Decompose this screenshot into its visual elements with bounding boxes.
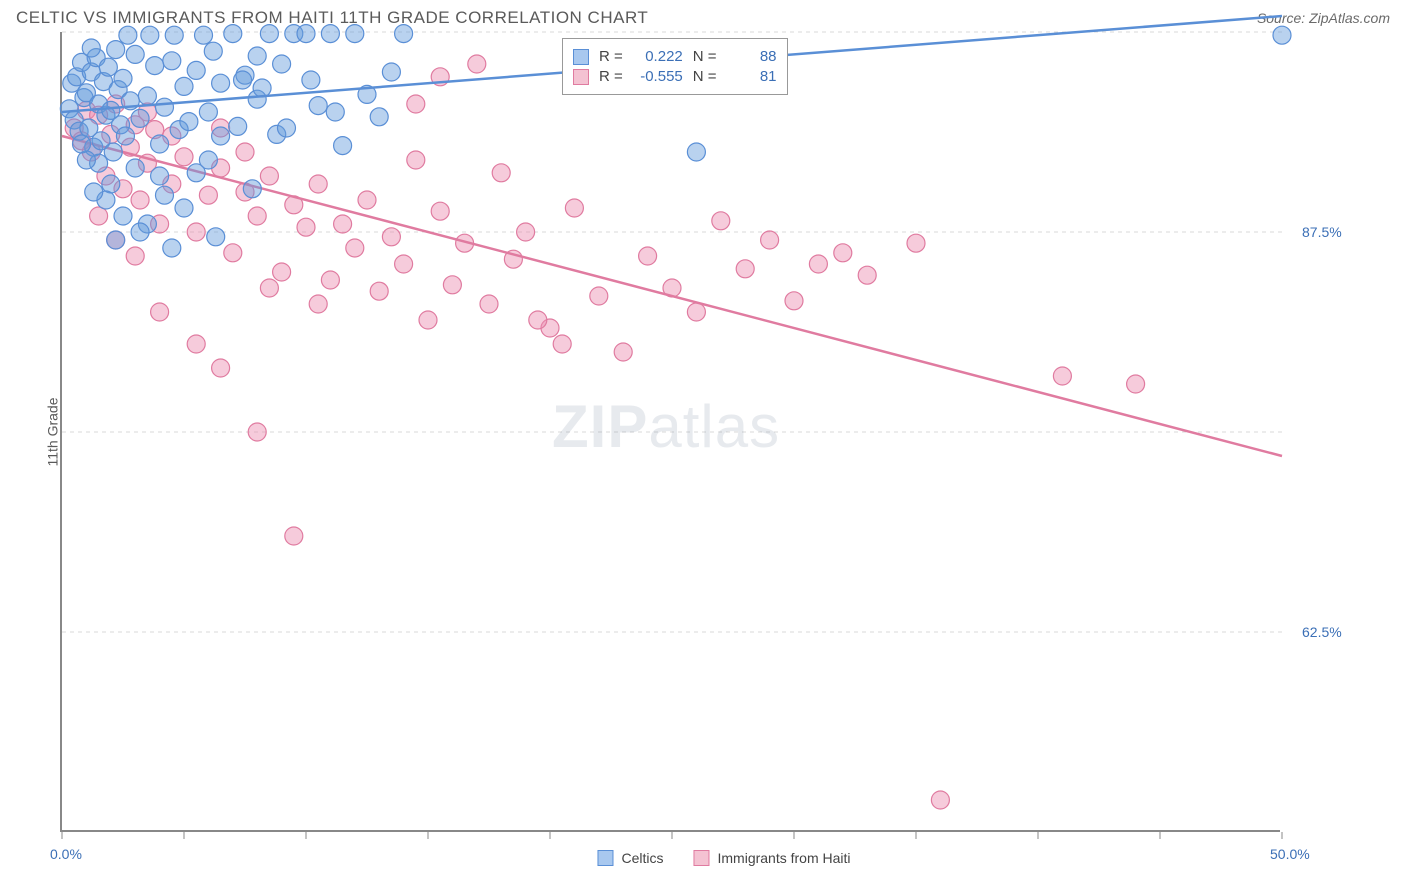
legend-swatch-1 [597, 850, 613, 866]
y-tick-label: 62.5% [1302, 624, 1342, 640]
legend-label-2: Immigrants from Haiti [717, 850, 850, 866]
legend: Celtics Immigrants from Haiti [597, 850, 850, 866]
stats-swatch-1 [573, 49, 589, 65]
legend-item-1: Celtics [597, 850, 663, 866]
stats-n-value-1: 88 [727, 48, 777, 65]
stats-r-value-1: 0.222 [633, 48, 683, 65]
header: CELTIC VS IMMIGRANTS FROM HAITI 11TH GRA… [0, 0, 1406, 32]
legend-item-2: Immigrants from Haiti [693, 850, 850, 866]
stats-r-label-1: R = [599, 48, 623, 65]
stats-n-label-1: N = [693, 48, 717, 65]
y-tick-label: 87.5% [1302, 224, 1342, 240]
legend-swatch-2 [693, 850, 709, 866]
stats-n-label-2: N = [693, 68, 717, 85]
x-tick-label: 0.0% [50, 846, 82, 862]
stats-swatch-2 [573, 69, 589, 85]
stats-row-2: R = -0.555 N = 81 [573, 68, 777, 85]
stats-box: R = 0.222 N = 88 R = -0.555 N = 81 [562, 38, 788, 95]
legend-label-1: Celtics [621, 850, 663, 866]
chart-area: 11th Grade ZIPatlas R = 0.222 N = 88 R =… [60, 32, 1388, 832]
stats-r-value-2: -0.555 [633, 68, 683, 85]
plot-region: ZIPatlas R = 0.222 N = 88 R = -0.555 N =… [60, 32, 1280, 832]
stats-row-1: R = 0.222 N = 88 [573, 48, 777, 65]
plot-svg [62, 32, 1282, 832]
stats-r-label-2: R = [599, 68, 623, 85]
y-axis-label: 11th Grade [45, 397, 61, 466]
x-tick-label: 50.0% [1270, 846, 1310, 862]
stats-n-value-2: 81 [727, 68, 777, 85]
source-label: Source: ZipAtlas.com [1257, 10, 1390, 26]
